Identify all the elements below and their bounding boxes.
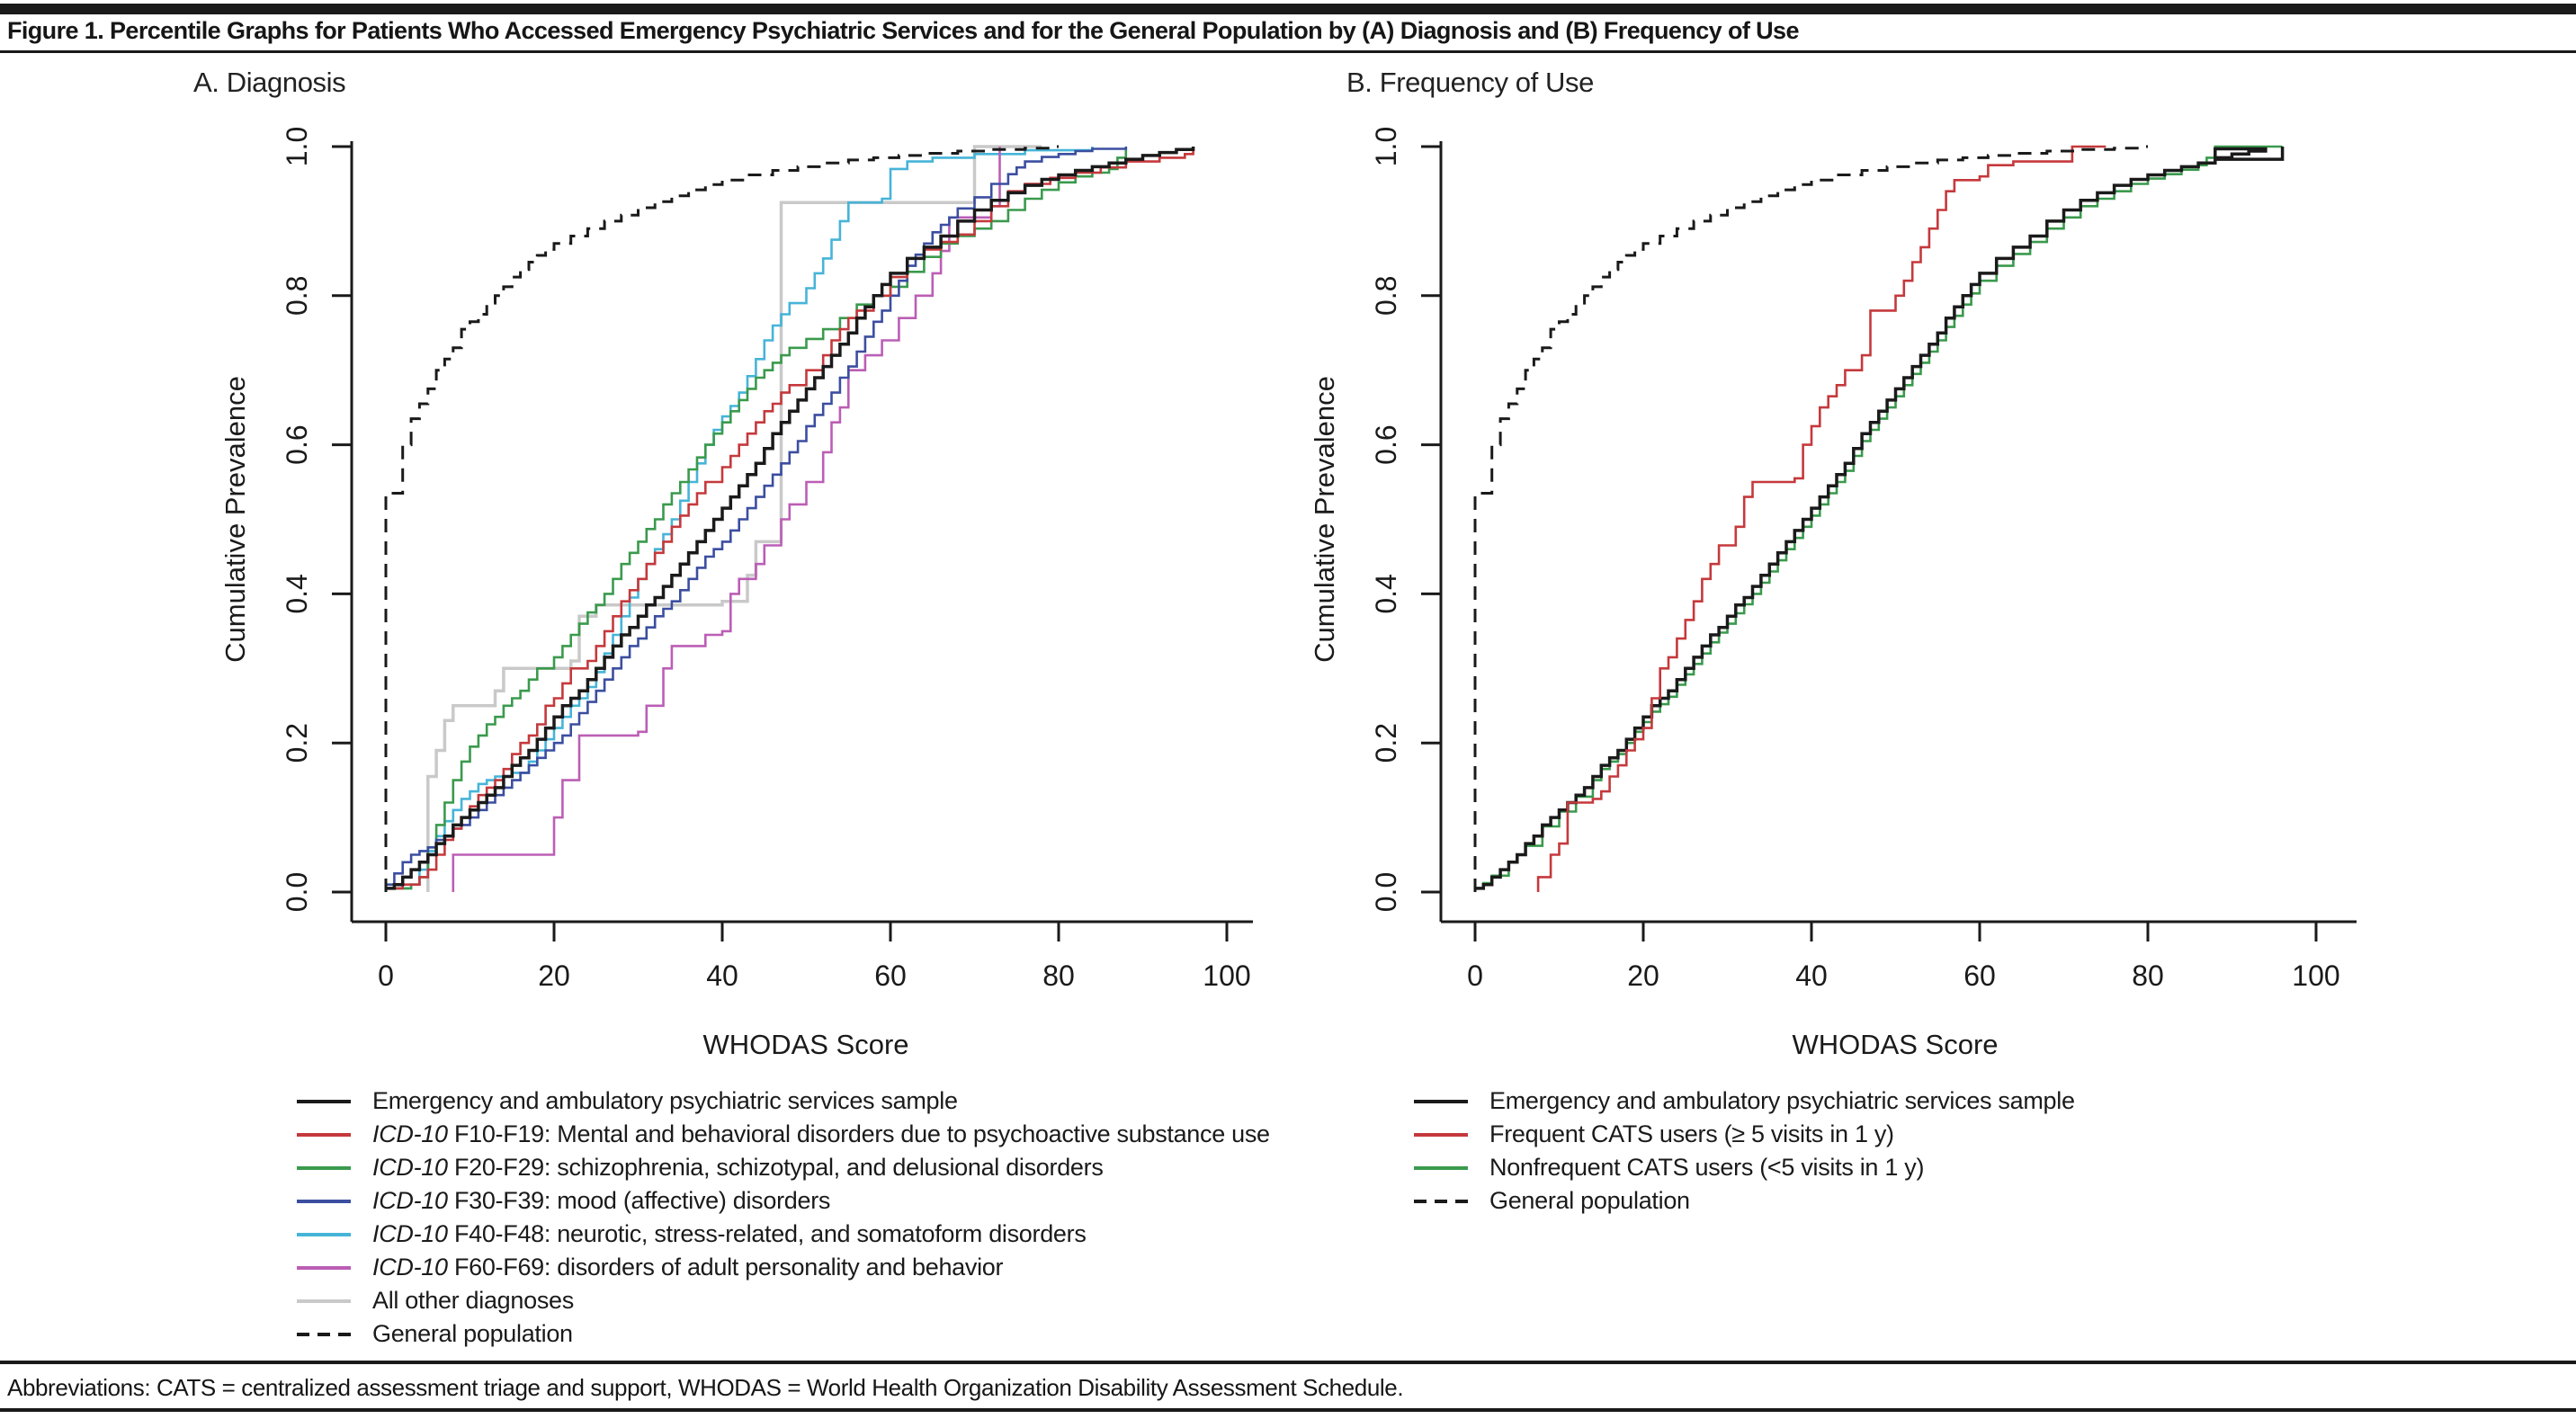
x-tick-label: 100 — [1203, 959, 1250, 992]
series-general-population — [1473, 145, 2148, 892]
legend-label: Emergency and ambulatory psychiatric ser… — [372, 1087, 958, 1114]
x-tick-label: 0 — [378, 959, 394, 992]
y-tick-label: 0.6 — [1370, 424, 1402, 464]
legend-dashed-line-swatch — [1414, 1199, 1468, 1203]
footer-top-rule — [0, 1361, 2576, 1364]
y-tick-label: 0.2 — [1370, 723, 1402, 763]
series-f30-f39 — [386, 147, 1128, 886]
legend-label: Emergency and ambulatory psychiatric ser… — [1489, 1087, 2075, 1114]
y-tick-label: 1.0 — [281, 127, 313, 166]
panel-a-title: A. Diagnosis — [193, 67, 346, 98]
legend-item: Emergency and ambulatory psychiatric ser… — [297, 1084, 1270, 1118]
y-tick-label: 0.8 — [281, 276, 313, 316]
legend-label: ICD-10 F10-F19: Mental and behavioral di… — [372, 1120, 1270, 1147]
legend-dashed-line-swatch — [297, 1332, 351, 1336]
y-axis-title: Cumulative Prevalence — [1309, 376, 1340, 663]
x-tick-label: 20 — [538, 959, 570, 992]
x-tick-label: 80 — [1042, 959, 1075, 992]
legend-line-swatch — [1414, 1099, 1468, 1103]
legend-label: Nonfrequent CATS users (<5 visits in 1 y… — [1489, 1154, 1925, 1181]
legend-label: General population — [1489, 1187, 1690, 1214]
y-tick-label: 0.4 — [281, 574, 313, 613]
x-tick-label: 0 — [1467, 959, 1483, 992]
series-f60-f69 — [452, 147, 1001, 892]
legend-line-swatch — [297, 1299, 351, 1303]
legend-item: ICD-10 F40-F48: neurotic, stress-related… — [297, 1218, 1270, 1251]
series-services-sample — [386, 147, 1195, 890]
legend-line-swatch — [297, 1165, 351, 1170]
y-tick-label: 0.0 — [281, 872, 313, 912]
abbreviations-note: Abbreviations: CATS = centralized assess… — [7, 1374, 1404, 1401]
x-tick-label: 60 — [874, 959, 907, 992]
y-tick-label: 0.6 — [281, 424, 313, 464]
legend-line-swatch — [1414, 1132, 1468, 1137]
figure-title: Figure 1. Percentile Graphs for Patients… — [7, 17, 1799, 44]
legend-line-swatch — [1414, 1165, 1468, 1170]
y-tick-label: 0.8 — [1370, 276, 1402, 316]
legend-label: General population — [372, 1320, 573, 1347]
x-tick-label: 80 — [2132, 959, 2164, 992]
panel-a-legend: Emergency and ambulatory psychiatric ser… — [297, 1084, 1270, 1351]
y-tick-label: 0.4 — [1370, 574, 1402, 613]
top-thick-rule — [0, 4, 2576, 14]
x-tick-label: 100 — [2292, 959, 2339, 992]
y-tick-label: 0.2 — [281, 723, 313, 763]
legend-line-swatch — [297, 1265, 351, 1270]
legend-item: Emergency and ambulatory psychiatric ser… — [1414, 1084, 2075, 1118]
legend-item: Frequent CATS users (≥ 5 visits in 1 y) — [1414, 1118, 2075, 1151]
footer-bottom-rule — [0, 1408, 2576, 1412]
series-f40-f48 — [386, 147, 1094, 890]
x-tick-label: 40 — [706, 959, 738, 992]
legend-item: ICD-10 F20-F29: schizophrenia, schizotyp… — [297, 1151, 1270, 1184]
x-tick-label: 60 — [1963, 959, 1996, 992]
legend-label: ICD-10 F20-F29: schizophrenia, schizotyp… — [372, 1154, 1104, 1181]
legend-line-swatch — [297, 1199, 351, 1203]
legend-item: ICD-10 F30-F39: mood (affective) disorde… — [297, 1184, 1270, 1218]
legend-item: All other diagnoses — [297, 1284, 1270, 1317]
y-axis-title: Cumulative Prevalence — [219, 376, 251, 663]
legend-item: General population — [297, 1317, 1270, 1351]
legend-line-swatch — [297, 1232, 351, 1236]
x-tick-label: 20 — [1627, 959, 1659, 992]
panel-a-chart: 0 20 40 60 80 100 0.0 0.2 0.4 0.6 0.8 1.0 WHODAS Sco… — [219, 127, 1253, 1060]
legend-item: General population — [1414, 1184, 2075, 1218]
legend-item: Nonfrequent CATS users (<5 visits in 1 y… — [1414, 1151, 2075, 1184]
title-rule — [0, 50, 2576, 53]
y-tick-label: 0.0 — [1370, 872, 1402, 912]
legend-item: ICD-10 F10-F19: Mental and behavioral di… — [297, 1118, 1270, 1151]
x-axis-title: WHODAS Score — [702, 1029, 908, 1060]
panel-b-legend: Emergency and ambulatory psychiatric ser… — [1414, 1084, 2075, 1218]
legend-item: ICD-10 F60-F69: disorders of adult perso… — [297, 1251, 1270, 1284]
x-tick-label: 40 — [1795, 959, 1828, 992]
panel-b-chart: 0 20 40 60 80 100 0.0 0.2 0.4 0.6 0.8 1.0 WHODAS Sco… — [1309, 127, 2357, 1060]
series-frequent-cats-users — [1536, 145, 2106, 892]
legend-label: ICD-10 F30-F39: mood (affective) disorde… — [372, 1187, 831, 1214]
legend-line-swatch — [297, 1132, 351, 1137]
legend-label: All other diagnoses — [372, 1287, 574, 1314]
legend-label: Frequent CATS users (≥ 5 visits in 1 y) — [1489, 1120, 1894, 1147]
panel-b-title: B. Frequency of Use — [1346, 67, 1594, 98]
series-general-population — [384, 145, 1059, 892]
x-axis-title: WHODAS Score — [1792, 1029, 1998, 1060]
series-services-sample — [1475, 147, 2285, 890]
legend-label: ICD-10 F60-F69: disorders of adult perso… — [372, 1254, 1004, 1281]
legend-line-swatch — [297, 1099, 351, 1103]
y-tick-label: 1.0 — [1370, 127, 1402, 166]
legend-label: ICD-10 F40-F48: neurotic, stress-related… — [372, 1220, 1087, 1247]
